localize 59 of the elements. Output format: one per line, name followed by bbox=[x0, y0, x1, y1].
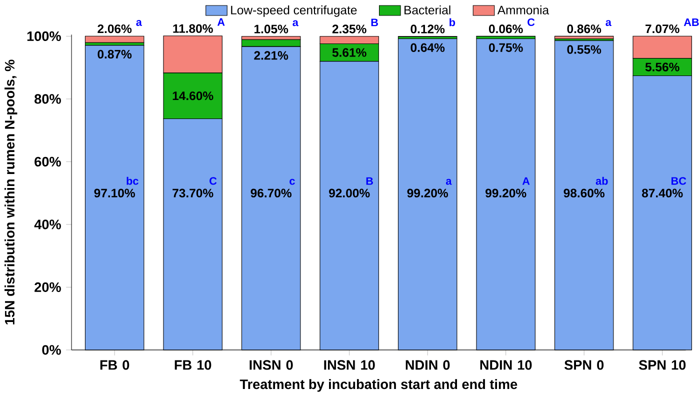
text: A bbox=[217, 18, 225, 26]
data-label: 0.87% bbox=[98, 50, 132, 58]
annotation: B bbox=[366, 177, 373, 185]
legend-label: Bacterial bbox=[404, 5, 450, 14]
x-tick-label: FB 10 bbox=[174, 360, 212, 370]
legend-label: Ammonia bbox=[497, 5, 550, 14]
text: C bbox=[528, 18, 535, 26]
data-label: 2.21% bbox=[254, 50, 288, 60]
x-tick-label: INSN 10 bbox=[324, 360, 375, 370]
data-label: 5.61% bbox=[332, 48, 366, 57]
y-tick-label: 0% bbox=[42, 344, 61, 355]
data-label: 7.07% bbox=[646, 24, 680, 33]
data-label: 96.70% bbox=[250, 188, 292, 198]
y-tick-label: 40% bbox=[34, 219, 61, 230]
data-label: 2.35% bbox=[332, 24, 366, 34]
annotation: BC bbox=[671, 176, 686, 185]
y-tick-label: 20% bbox=[34, 282, 61, 292]
data-label: 0.86% bbox=[567, 24, 602, 34]
data-label: 2.06% bbox=[98, 24, 132, 33]
annotation: c bbox=[290, 178, 295, 185]
annotation: a bbox=[446, 178, 452, 185]
data-label: 99.20% bbox=[407, 188, 448, 198]
annotation: C bbox=[210, 176, 217, 185]
data-label: 0.64% bbox=[410, 43, 445, 52]
x-tick-label: SPN 10 bbox=[638, 360, 686, 370]
x-tick-label: INSN 0 bbox=[250, 360, 293, 370]
text: AB bbox=[684, 18, 699, 26]
x-tick-label: NDIN 0 bbox=[406, 360, 450, 370]
data-label: 0.12% bbox=[410, 24, 445, 34]
y-axis-title: 15N distribution within rumen N-pools, % bbox=[4, 60, 18, 324]
data-label: 5.56% bbox=[645, 62, 680, 72]
data-label: 99.20% bbox=[486, 188, 526, 198]
x-tick-label: FB 0 bbox=[100, 360, 130, 370]
data-label: 97.10% bbox=[94, 188, 135, 198]
data-label: 73.70% bbox=[172, 188, 214, 198]
data-label: 98.60% bbox=[564, 188, 604, 198]
data-label: 87.40% bbox=[642, 188, 683, 198]
text: a bbox=[136, 20, 142, 26]
x-axis-title: Treatment by incubation start and end time bbox=[240, 378, 518, 392]
annotation: ab bbox=[596, 176, 608, 185]
y-tick-label: 60% bbox=[34, 156, 61, 166]
data-label: 92.00% bbox=[329, 188, 370, 198]
x-tick-label: SPN 0 bbox=[564, 360, 604, 370]
text: B bbox=[371, 18, 378, 26]
y-tick-label: 80% bbox=[34, 94, 61, 104]
data-label: 11.80% bbox=[173, 24, 213, 33]
data-label: 0.75% bbox=[488, 43, 523, 52]
y-tick-label: 100% bbox=[27, 31, 61, 41]
legend-label: Low-speed centrifugate bbox=[231, 5, 357, 17]
text: b bbox=[450, 18, 456, 26]
data-label: 0.55% bbox=[567, 45, 602, 54]
text: a bbox=[292, 20, 298, 26]
data-label: 14.60% bbox=[172, 91, 214, 100]
data-label: 0.06% bbox=[488, 24, 523, 34]
x-tick-label: NDIN 10 bbox=[480, 360, 532, 370]
annotation: A bbox=[522, 177, 530, 185]
text: a bbox=[606, 20, 612, 26]
data-label: 1.05% bbox=[254, 24, 288, 34]
annotation: bc bbox=[126, 176, 138, 185]
